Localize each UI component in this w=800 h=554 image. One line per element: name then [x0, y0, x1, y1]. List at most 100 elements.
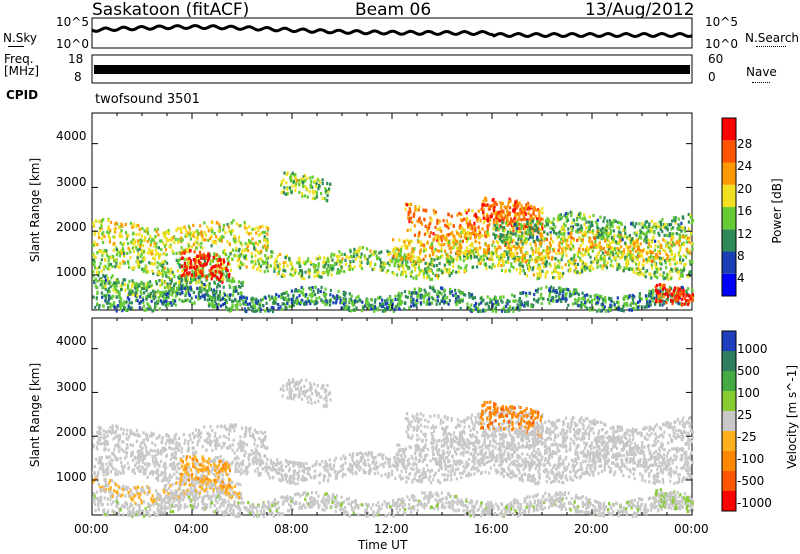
power-pixel [412, 255, 415, 259]
power-pixel [515, 306, 518, 310]
power-pixel [449, 287, 452, 291]
power-pixel [426, 267, 429, 271]
power-pixel [309, 176, 312, 180]
power-pixel [525, 291, 528, 296]
power-pixel [194, 262, 197, 266]
power-pixel [445, 301, 449, 305]
power-pixel [559, 217, 562, 221]
power-pixel [662, 271, 665, 275]
power-pixel [658, 233, 661, 237]
power-pixel [476, 250, 479, 254]
power-pixel [361, 300, 364, 304]
power-pixel [111, 274, 114, 278]
power-pixel [558, 290, 562, 294]
power-pixel [337, 289, 340, 294]
power-pixel [175, 251, 178, 255]
power-pixel [535, 250, 539, 254]
power-pixel [148, 304, 151, 308]
power-pixel [678, 248, 682, 253]
power-pixel [469, 244, 472, 248]
power-pixel [512, 203, 515, 207]
power-pixel [493, 205, 496, 209]
power-pixel [245, 247, 248, 251]
power-pixel [234, 239, 237, 243]
power-pixel [487, 247, 490, 251]
power-pixel [555, 266, 558, 270]
power-pixel [647, 229, 650, 233]
power-pixel [409, 293, 412, 297]
power-pixel [104, 264, 107, 268]
power-pixel [101, 286, 104, 290]
power-pixel [243, 222, 246, 226]
power-pixel [295, 182, 298, 186]
power-pixel [386, 269, 390, 273]
power-pixel [112, 235, 115, 239]
power-pixel [599, 254, 602, 258]
power-pixel [413, 247, 416, 251]
power-pixel [107, 258, 110, 263]
power-pixel [642, 266, 645, 270]
power-pixel [153, 257, 157, 261]
power-pixel [558, 286, 561, 290]
power-pixel [626, 245, 629, 250]
power-pixel [203, 259, 206, 263]
power-pixel [204, 289, 208, 293]
power-pixel [569, 240, 572, 244]
power-pixel [281, 273, 284, 277]
power-pixel [544, 256, 547, 260]
power-pixel [215, 234, 218, 239]
power-pixel [119, 301, 122, 305]
power-pixel [497, 227, 501, 231]
power-pixel [575, 229, 578, 234]
power-pixel [183, 248, 186, 252]
power-pixel [194, 256, 197, 260]
power-pixel [477, 232, 480, 237]
power-pixel [145, 297, 148, 301]
power-pixel [411, 220, 414, 224]
power-pixel [357, 255, 360, 259]
power-pixel [638, 294, 641, 299]
power-pixel [192, 242, 195, 246]
power-pixel [254, 309, 257, 313]
power-pixel [638, 296, 641, 300]
power-pixel [529, 235, 532, 239]
power-pixel [311, 175, 314, 179]
power-pixel [418, 287, 421, 291]
power-pixel [115, 261, 118, 265]
power-pixel [587, 229, 590, 234]
power-pixel [298, 256, 301, 260]
power-pixel [505, 205, 509, 210]
power-pixel [392, 250, 395, 254]
power-pixel [120, 297, 123, 301]
power-pixel [273, 269, 276, 273]
power-pixel [675, 232, 678, 236]
power-pixel [496, 241, 499, 245]
power-pixel [139, 244, 142, 249]
power-pixel [687, 220, 690, 224]
power-pixel [122, 278, 125, 282]
power-pixel [678, 227, 681, 231]
power-pixel [412, 259, 415, 263]
power-pixel [104, 294, 107, 298]
power-pixel [309, 302, 312, 306]
power-pixel [309, 183, 312, 187]
power-pixel [634, 244, 637, 248]
power-pixel [317, 274, 320, 278]
power-pixel [286, 171, 289, 175]
power-pixel [300, 285, 303, 290]
power-pixel [131, 306, 134, 310]
power-pixel [546, 223, 549, 227]
power-pixel [640, 297, 643, 301]
power-pixel [576, 302, 579, 306]
power-pixel [599, 309, 602, 313]
power-pixel [681, 274, 684, 278]
power-pixel [539, 228, 542, 232]
power-pixel [251, 227, 254, 231]
power-pixel [546, 217, 549, 221]
power-pixel [436, 221, 439, 225]
power-pixel [235, 254, 238, 258]
power-pixel [226, 257, 229, 261]
power-pixel [488, 205, 491, 209]
power-pixel [561, 274, 564, 279]
power-pixel [434, 289, 437, 293]
